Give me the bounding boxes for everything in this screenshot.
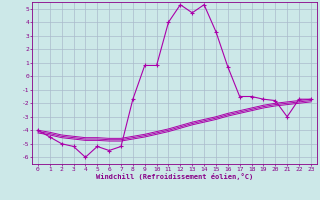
X-axis label: Windchill (Refroidissement éolien,°C): Windchill (Refroidissement éolien,°C) bbox=[96, 173, 253, 180]
